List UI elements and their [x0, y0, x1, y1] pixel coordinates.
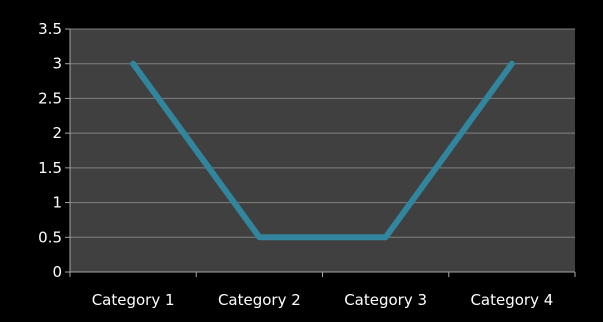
data-point — [385, 236, 387, 238]
y-tick-label: 2 — [52, 124, 62, 142]
x-category-label: Category 2 — [218, 291, 301, 309]
data-point — [258, 236, 260, 238]
x-category-label: Category 1 — [92, 291, 175, 309]
y-tick-label: 2.5 — [38, 89, 62, 107]
data-point — [132, 63, 134, 65]
y-tick-label: 3 — [52, 55, 62, 73]
x-axis-category-labels: Category 1 Category 2 Category 3 Categor… — [92, 291, 554, 309]
y-axis-tick-labels: 0 0.5 1 1.5 2 2.5 3 3.5 — [38, 20, 62, 281]
x-category-label: Category 3 — [344, 291, 427, 309]
y-tick-label: 1.5 — [38, 159, 62, 177]
y-tick-label: 0 — [52, 263, 62, 281]
series-line — [130, 60, 515, 241]
axes — [65, 28, 576, 277]
x-category-label: Category 4 — [470, 291, 553, 309]
plot-area — [70, 29, 575, 272]
y-tick-label: 3.5 — [38, 20, 62, 38]
y-tick-label: 0.5 — [38, 228, 62, 246]
data-point — [511, 63, 513, 65]
y-tick-label: 1 — [52, 194, 62, 212]
series-group — [130, 60, 515, 241]
gridlines — [70, 28, 575, 238]
